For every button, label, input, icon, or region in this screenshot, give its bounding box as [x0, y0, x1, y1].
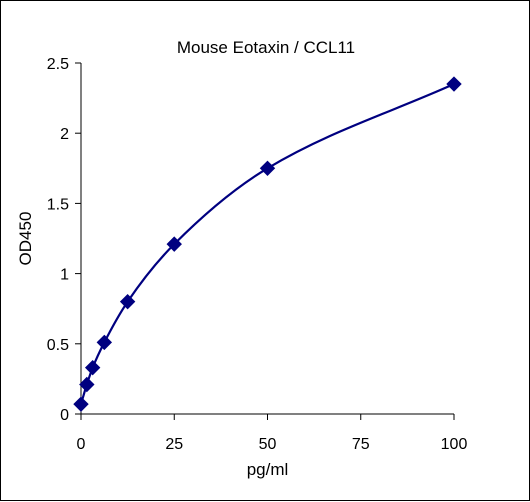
x-tick-label: 75 [352, 436, 370, 453]
y-axis-title: OD450 [16, 212, 35, 266]
data-point [96, 334, 113, 351]
x-tick-label: 50 [259, 436, 277, 453]
chart-title: Mouse Eotaxin / CCL11 [177, 38, 355, 57]
x-tick-label: 25 [165, 436, 183, 453]
y-tick-label: 1.5 [47, 196, 69, 213]
data-points [73, 76, 462, 412]
data-point [259, 160, 276, 177]
y-ticks: 0 0.5 1 1.5 2 2.5 [47, 56, 81, 424]
y-tick-label: 2 [60, 126, 69, 143]
x-tick-label: 0 [77, 436, 86, 453]
data-point [166, 236, 182, 252]
y-tick-label: 2.5 [47, 56, 69, 73]
x-tick-label: 100 [441, 436, 468, 453]
data-point [446, 76, 462, 92]
x-ticks: 0 25 50 75 100 [77, 414, 468, 453]
fit-curve [79, 83, 455, 405]
y-tick-label: 0 [60, 407, 69, 424]
y-tick-label: 0.5 [47, 337, 69, 354]
x-axis-title: pg/ml [247, 460, 289, 479]
data-point [84, 359, 101, 376]
data-point [119, 293, 136, 310]
y-tick-label: 1 [60, 267, 69, 284]
data-point [73, 396, 89, 412]
data-point [79, 376, 95, 393]
